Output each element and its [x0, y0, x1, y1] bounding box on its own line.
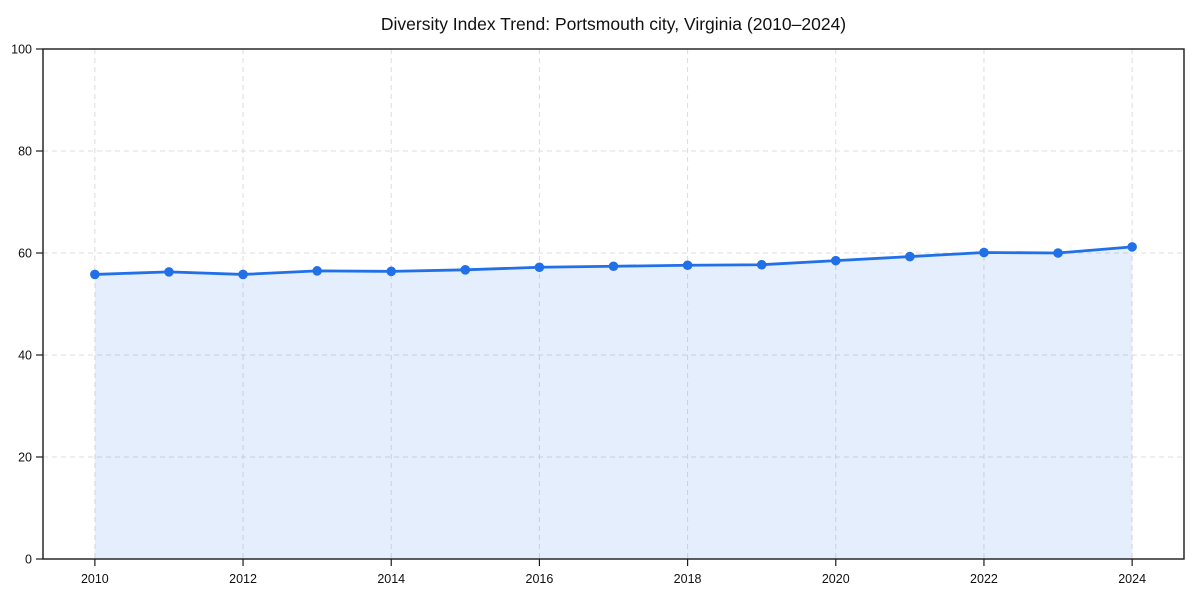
data-point-2023	[1053, 248, 1063, 258]
series-area	[94, 246, 1133, 559]
series-area-group	[94, 246, 1133, 559]
data-points-group	[90, 242, 1137, 280]
x-tick-label: 2024	[1118, 572, 1146, 586]
data-point-2021	[905, 251, 915, 262]
data-point-2024	[1127, 242, 1137, 252]
x-tick-label: 2010	[81, 572, 109, 586]
chart-title: Diversity Index Trend: Portsmouth city, …	[381, 14, 846, 34]
data-point-2011	[164, 267, 174, 277]
data-point-2010	[90, 269, 100, 280]
tick-labels-group: 0 20 40 60 80 100 2010 2012 2014 2016 2018 2020 2022…	[11, 43, 1146, 587]
x-tick-label: 2018	[674, 572, 702, 586]
data-point-2016	[534, 262, 545, 273]
y-tick-label: 80	[18, 145, 32, 159]
data-point-2012	[238, 269, 248, 280]
x-tick-label: 2014	[377, 572, 405, 586]
y-tick-label: 60	[18, 247, 32, 261]
x-tick-label: 2022	[970, 572, 998, 586]
data-point-2019	[756, 259, 767, 270]
plot-border	[42, 48, 1185, 560]
y-tick-label: 0	[25, 553, 32, 567]
y-tick-label: 100	[11, 43, 32, 57]
data-point-2022	[979, 247, 989, 258]
data-point-2014	[386, 266, 397, 277]
data-point-2018	[682, 260, 693, 271]
axes-group	[36, 48, 1185, 566]
data-point-2020	[830, 255, 841, 266]
x-tick-label: 2020	[822, 572, 850, 586]
data-point-2015	[460, 265, 471, 275]
x-tick-label: 2016	[526, 572, 554, 586]
y-tick-label: 40	[18, 349, 32, 363]
data-point-2013	[312, 266, 322, 276]
y-tick-label: 20	[18, 451, 32, 465]
data-point-2017	[608, 261, 619, 272]
x-tick-label: 2012	[229, 572, 257, 586]
gridlines	[43, 48, 1184, 560]
